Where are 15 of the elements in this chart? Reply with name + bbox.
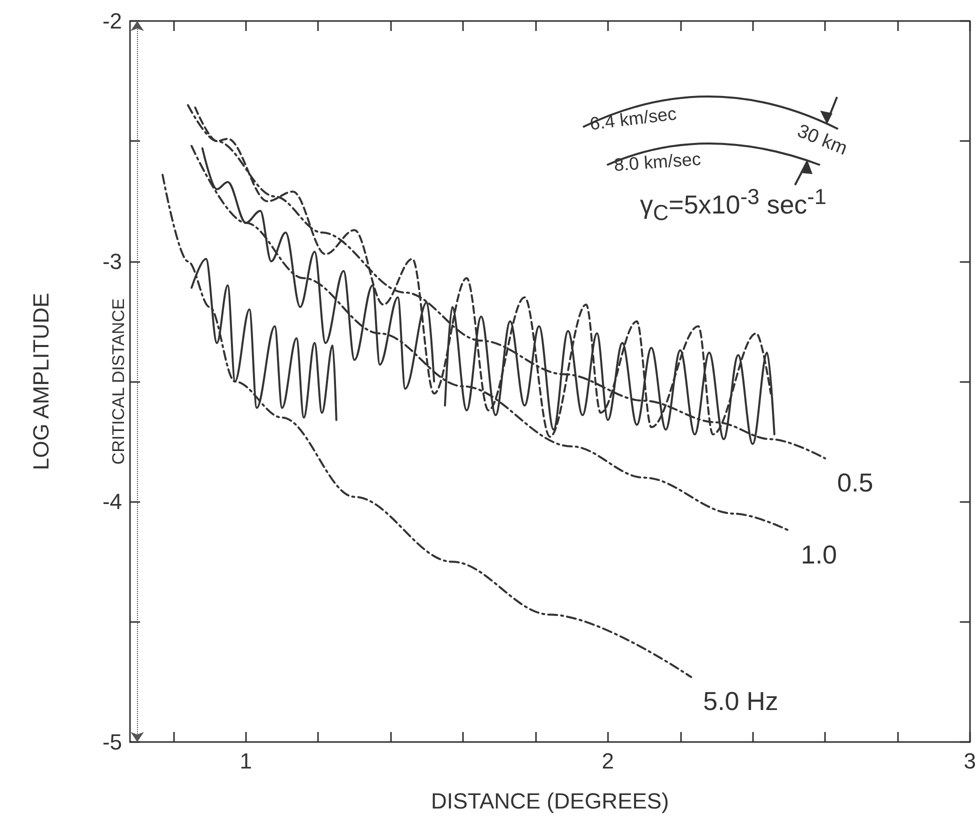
y-tick-label: -3 (102, 248, 122, 274)
x-axis-title: DISTANCE (DEGREES) (430, 788, 669, 814)
y-tick-label: -4 (102, 489, 122, 514)
ref-line-label: CRITICAL DISTANCE (109, 298, 128, 465)
series-label: 5.0 Hz (703, 686, 778, 716)
x-tick-label: 1 (240, 748, 252, 774)
x-tick-label: 2 (602, 748, 614, 774)
series-label: 0.5 (837, 467, 874, 498)
x-tick-label: 3 (964, 748, 976, 774)
annotation: γ$_{C}$=5x10$^{-3}$ sec$^{-1}$ (640, 184, 826, 226)
y-tick-label: -2 (102, 8, 122, 34)
series-label: 1.0 (800, 540, 838, 570)
y-tick-label: -5 (102, 730, 122, 754)
annotation: 30 km (794, 120, 850, 161)
y-axis-title: LOG AMPLITUDE (28, 292, 54, 470)
